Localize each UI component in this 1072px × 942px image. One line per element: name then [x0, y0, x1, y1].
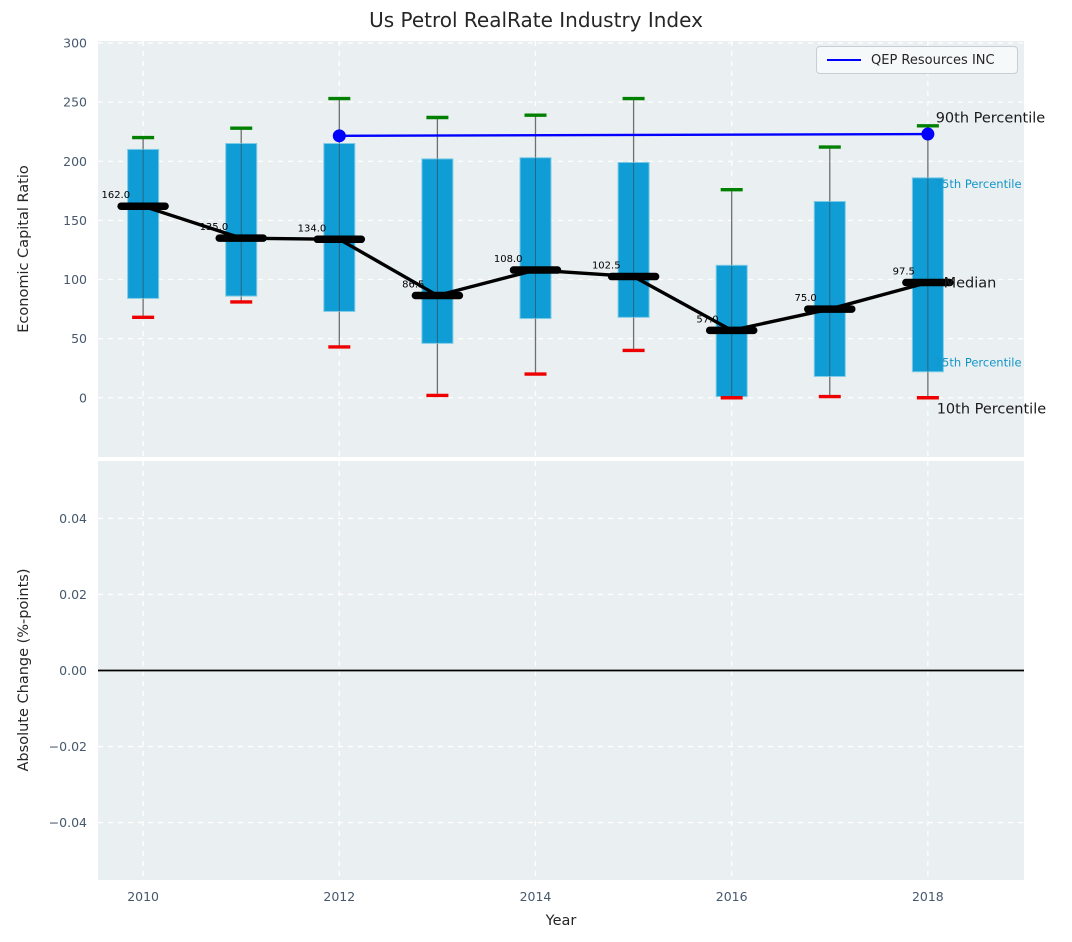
legend-label: QEP Resources INC: [871, 52, 995, 68]
median-label-2017: 75.0: [795, 293, 817, 304]
median-label-2010: 162.0: [101, 190, 130, 201]
legend[interactable]: QEP Resources INC: [816, 46, 1018, 74]
xtick-label: 2012: [323, 889, 355, 904]
xtick-label: 2010: [127, 889, 159, 904]
ytick-label: 200: [63, 154, 87, 169]
company-point-2012: [332, 129, 346, 143]
xtick-label: 2018: [912, 889, 944, 904]
median-label-2016: 57.0: [696, 314, 718, 325]
legend-line-sample: [827, 59, 861, 61]
annotation-10th-percentile: 10th Percentile: [937, 402, 1047, 418]
ytick-label: 0: [79, 390, 87, 405]
company-line: [339, 132, 928, 137]
y-axis-label-absolute-change: Absolute Change (%-points): [16, 568, 32, 772]
ytick-label: 0.00: [59, 663, 87, 678]
median-label-2012: 134.0: [298, 223, 327, 234]
median-label-2018: 97.5: [893, 266, 915, 277]
ytick-label: 300: [63, 36, 87, 51]
y-axis-label-economic-capital-ratio: Economic Capital Ratio: [16, 165, 32, 333]
ytick-label: −0.04: [49, 815, 87, 830]
ytick-label: 250: [63, 95, 87, 110]
ytick-label: −0.02: [49, 739, 87, 754]
ytick-label: 0.02: [59, 587, 87, 602]
median-label-2014: 108.0: [494, 254, 523, 265]
ytick-label: 150: [63, 213, 87, 228]
annotation-90th-percentile: 90th Percentile: [936, 111, 1046, 127]
company-point-2018: [921, 127, 935, 141]
median-label-2013: 86.5: [402, 279, 424, 290]
annotation-median: Median: [944, 276, 997, 292]
xtick-label: 2014: [520, 889, 552, 904]
median-label-2011: 135.0: [200, 222, 229, 233]
annotation-75th-percentile: 75th Percentile: [935, 177, 1022, 191]
ytick-label: 0.04: [59, 511, 87, 526]
ytick-label: 50: [71, 331, 87, 346]
xtick-label: 2016: [716, 889, 748, 904]
ytick-label: 100: [63, 272, 87, 287]
x-axis-label-year: Year: [545, 913, 577, 929]
median-label-2015: 102.5: [592, 261, 621, 272]
chart-title: Us Petrol RealRate Industry Index: [369, 8, 703, 32]
annotation-25th-percentile: 25th Percentile: [935, 355, 1022, 369]
